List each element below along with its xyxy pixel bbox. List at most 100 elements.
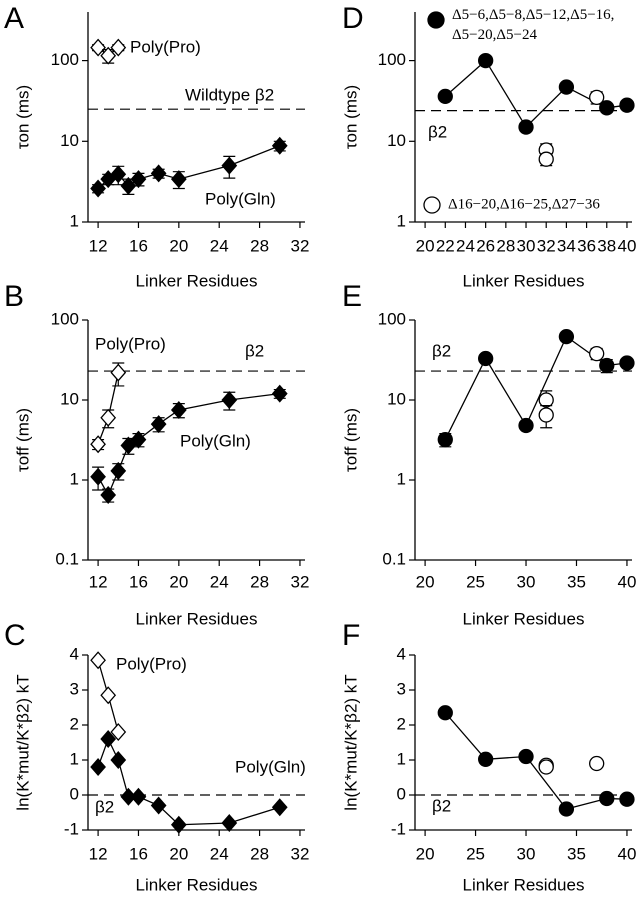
x-axis-label: Linker Residues bbox=[136, 271, 258, 290]
marker bbox=[221, 814, 238, 832]
x-tick-label: 35 bbox=[567, 572, 586, 591]
marker bbox=[518, 119, 534, 135]
series-label: Poly(Pro) bbox=[130, 37, 201, 56]
y-axis-label: τon (ms) bbox=[13, 85, 32, 149]
x-tick-label: 32 bbox=[537, 236, 556, 255]
x-tick-label: 36 bbox=[577, 236, 596, 255]
marker bbox=[538, 151, 554, 167]
y-axis-label: τoff (ms) bbox=[13, 408, 32, 472]
marker bbox=[478, 751, 494, 767]
marker bbox=[90, 651, 106, 670]
marker bbox=[437, 705, 453, 721]
annotation: β2 bbox=[432, 341, 451, 360]
y-tick-label: -1 bbox=[64, 819, 79, 838]
marker bbox=[558, 801, 575, 817]
y-axis-label: τoff (ms) bbox=[341, 408, 360, 472]
y-tick-label: 4 bbox=[70, 644, 79, 663]
marker bbox=[170, 815, 187, 834]
y-tick-label: 1 bbox=[397, 211, 406, 230]
x-tick-label: 25 bbox=[466, 572, 485, 591]
x-tick-label: 28 bbox=[250, 572, 269, 591]
series-line bbox=[97, 372, 119, 445]
marker bbox=[538, 759, 554, 775]
x-axis-label: Linker Residues bbox=[463, 875, 585, 894]
y-axis-label: τon (ms) bbox=[341, 85, 360, 149]
y-tick-label: 10 bbox=[60, 131, 79, 150]
marker bbox=[110, 751, 127, 769]
marker bbox=[170, 401, 187, 419]
x-tick-label: 30 bbox=[517, 844, 536, 863]
x-tick-label: 12 bbox=[89, 236, 108, 255]
marker bbox=[619, 355, 635, 371]
x-tick-label: 38 bbox=[597, 236, 616, 255]
y-tick-label: 100 bbox=[51, 50, 79, 69]
marker bbox=[619, 97, 635, 113]
marker bbox=[589, 89, 605, 106]
marker bbox=[599, 100, 615, 116]
x-tick-label: 12 bbox=[89, 572, 108, 591]
x-tick-label: 25 bbox=[466, 844, 485, 863]
marker bbox=[110, 165, 127, 184]
marker bbox=[100, 686, 117, 705]
marker bbox=[130, 170, 147, 189]
series-line bbox=[97, 737, 280, 826]
x-tick-label: 24 bbox=[456, 236, 475, 255]
marker bbox=[589, 345, 605, 362]
marker bbox=[437, 431, 453, 448]
marker bbox=[150, 415, 167, 434]
y-tick-label: 0 bbox=[70, 784, 79, 803]
x-tick-label: 40 bbox=[617, 844, 636, 863]
marker bbox=[478, 350, 494, 367]
marker bbox=[271, 384, 288, 403]
y-tick-label: 1 bbox=[70, 749, 79, 768]
marker bbox=[437, 88, 453, 105]
x-tick-label: 16 bbox=[129, 844, 148, 863]
x-axis-label: Linker Residues bbox=[136, 875, 258, 894]
x-tick-label: 40 bbox=[617, 236, 636, 255]
x-tick-label: 20 bbox=[416, 236, 435, 255]
x-tick-label: 16 bbox=[129, 572, 148, 591]
marker bbox=[90, 435, 106, 454]
x-axis-label: Linker Residues bbox=[136, 609, 258, 628]
y-tick-label: 3 bbox=[70, 679, 79, 698]
x-tick-label: 22 bbox=[436, 236, 455, 255]
y-tick-label: 100 bbox=[378, 50, 406, 69]
x-tick-label: 12 bbox=[89, 844, 108, 863]
marker bbox=[120, 176, 137, 195]
legend-label: Δ5−6,Δ5−8,Δ5−12,Δ5−16, Δ5−20,Δ5−24 bbox=[452, 7, 614, 43]
x-axis-label: Linker Residues bbox=[463, 271, 585, 290]
x-tick-label: 24 bbox=[210, 236, 229, 255]
y-tick-label: 0.1 bbox=[382, 549, 406, 568]
marker bbox=[599, 357, 615, 374]
x-tick-label: 28 bbox=[250, 844, 269, 863]
marker bbox=[170, 170, 187, 189]
marker bbox=[518, 748, 534, 765]
marker bbox=[130, 430, 147, 449]
marker bbox=[558, 328, 575, 345]
y-tick-label: 2 bbox=[397, 714, 406, 733]
marker bbox=[90, 179, 106, 198]
marker bbox=[100, 730, 117, 748]
y-axis-label: ln(K*mut/K*β2) kT bbox=[341, 674, 360, 810]
marker bbox=[100, 408, 117, 427]
marker bbox=[589, 755, 605, 772]
y-tick-label: 10 bbox=[387, 131, 406, 150]
marker bbox=[110, 363, 127, 382]
series-label: Poly(Pro) bbox=[116, 654, 187, 673]
marker bbox=[619, 791, 635, 807]
marker bbox=[90, 758, 106, 776]
y-tick-label: -1 bbox=[391, 819, 406, 838]
marker bbox=[90, 467, 106, 486]
y-tick-label: 10 bbox=[60, 389, 79, 408]
x-tick-label: 28 bbox=[250, 236, 269, 255]
x-tick-label: 20 bbox=[169, 844, 188, 863]
panel-letter: A bbox=[4, 2, 24, 35]
legend-line: Δ5−20,Δ5−24 bbox=[452, 27, 537, 43]
annotation: Wildtype β2 bbox=[185, 85, 274, 104]
marker bbox=[90, 38, 106, 57]
legend-marker bbox=[423, 196, 441, 214]
x-tick-label: 20 bbox=[416, 844, 435, 863]
y-tick-label: 100 bbox=[378, 309, 406, 328]
series-label: Poly(Pro) bbox=[95, 334, 166, 353]
